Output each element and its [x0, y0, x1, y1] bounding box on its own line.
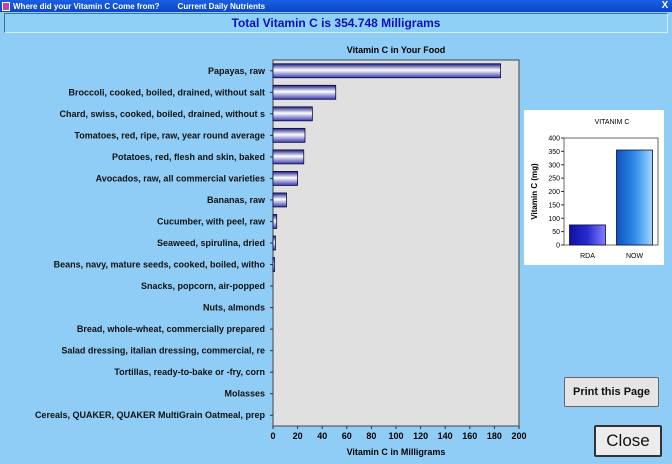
mini-y-tick-label: 200	[548, 189, 560, 196]
chart-title: Vitamin C in Your Food	[347, 45, 446, 55]
mini-bar	[569, 224, 606, 246]
vitamin-c-rda-chart: VITANIM C 0 50 100 150 200 250 300 350 400 RDA NOW V…	[524, 110, 664, 265]
bar	[272, 171, 299, 186]
x-tick-label: 20	[293, 431, 303, 441]
x-axis-label: Vitamin C in Milligrams	[347, 447, 446, 457]
x-tick-label: 0	[270, 431, 275, 441]
vitamin-c-rda-chart-svg: VITANIM C 0 50 100 150 200 250 300 350 400 RDA NOW V…	[524, 110, 664, 265]
category-label: Bread, whole-wheat, commercially prepare…	[77, 324, 265, 334]
mini-y-tick-label: 0	[556, 243, 560, 250]
vitamin-c-food-chart-svg: Vitamin C in Your Food Papayas, raw Brocco…	[35, 45, 527, 457]
bar	[272, 106, 313, 122]
category-label: Beans, navy, mature seeds, cooked, boile…	[54, 260, 266, 270]
mini-y-tick-label: 50	[552, 229, 560, 236]
category-label: Nuts, almonds	[203, 303, 265, 313]
close-button[interactable]: Close	[594, 425, 662, 457]
x-tick-label: 120	[413, 431, 428, 441]
category-label: Cereals, QUAKER, QUAKER MultiGrain Oatme…	[35, 410, 266, 420]
app-icon	[2, 1, 10, 11]
total-vitamin-c-banner: Total Vitamin C is 354.748 Milligrams	[4, 13, 668, 33]
mini-bar	[616, 149, 653, 246]
mini-y-axis-label: Vitamin C (mg)	[530, 163, 539, 220]
x-tick-label: 140	[438, 431, 453, 441]
mini-y-tick-label: 250	[548, 176, 560, 183]
x-tick-label: 80	[366, 431, 376, 441]
mini-y-tick-label: 100	[548, 216, 560, 223]
window-close-icon[interactable]: X	[661, 0, 669, 11]
x-tick-label: 60	[342, 431, 352, 441]
mini-y-tick-label: 350	[548, 149, 560, 156]
bar	[272, 84, 337, 100]
category-label: Salad dressing, italian dressing, commer…	[61, 346, 265, 356]
category-label: Chard, swiss, cooked, boiled, drained, w…	[59, 109, 265, 119]
category-label: Broccoli, cooked, boiled, drained, witho…	[68, 87, 265, 97]
mini-y-tick-label: 150	[548, 202, 560, 209]
mini-y-tick-label: 300	[548, 162, 560, 169]
bar	[272, 235, 276, 251]
bar	[272, 127, 306, 143]
x-tick-label: 180	[487, 431, 502, 441]
category-label: Avocados, raw, all commercial varieties	[96, 173, 265, 183]
print-page-button[interactable]: Print this Page	[564, 377, 659, 407]
vitamin-c-food-chart: Vitamin C in Your Food Papayas, raw Brocco…	[0, 40, 540, 464]
category-label: Molasses	[224, 389, 265, 399]
mini-chart-title: VITANIM C	[595, 119, 630, 126]
menu-item-current-daily-nutrients[interactable]: Current Daily Nutrients	[177, 1, 266, 11]
category-label: Potatoes, red, flesh and skin, baked	[112, 152, 265, 162]
category-label: Papayas, raw	[208, 66, 266, 76]
category-label: Snacks, popcorn, air-popped	[141, 281, 265, 291]
category-label: Cucumber, with peel, raw	[157, 216, 266, 226]
plot-area	[272, 59, 520, 427]
bar	[272, 214, 278, 229]
menu-item-vitamin-c-source[interactable]: Where did your Vitamin C Come from?	[13, 1, 160, 11]
category-label: Seaweed, spirulina, dried	[157, 238, 265, 248]
x-tick-label: 160	[462, 431, 477, 441]
title-bar: Where did your Vitamin C Come from? Curr…	[0, 0, 672, 12]
x-tick-label: 200	[511, 431, 526, 441]
mini-x-tick-label: RDA	[580, 253, 595, 260]
category-label: Tortillas, ready-to-bake or -fry, corn	[114, 367, 265, 377]
category-label: Bananas, raw	[207, 195, 266, 205]
category-label: Tomatoes, red, ripe, raw, year round ave…	[74, 130, 265, 140]
x-tick-label: 100	[388, 431, 403, 441]
bar	[272, 63, 501, 79]
mini-y-tick-label: 400	[548, 136, 560, 143]
mini-x-tick-label: NOW	[626, 253, 644, 260]
bar	[272, 257, 275, 272]
x-tick-label: 40	[317, 431, 327, 441]
bar	[272, 192, 287, 208]
bar	[272, 149, 305, 165]
